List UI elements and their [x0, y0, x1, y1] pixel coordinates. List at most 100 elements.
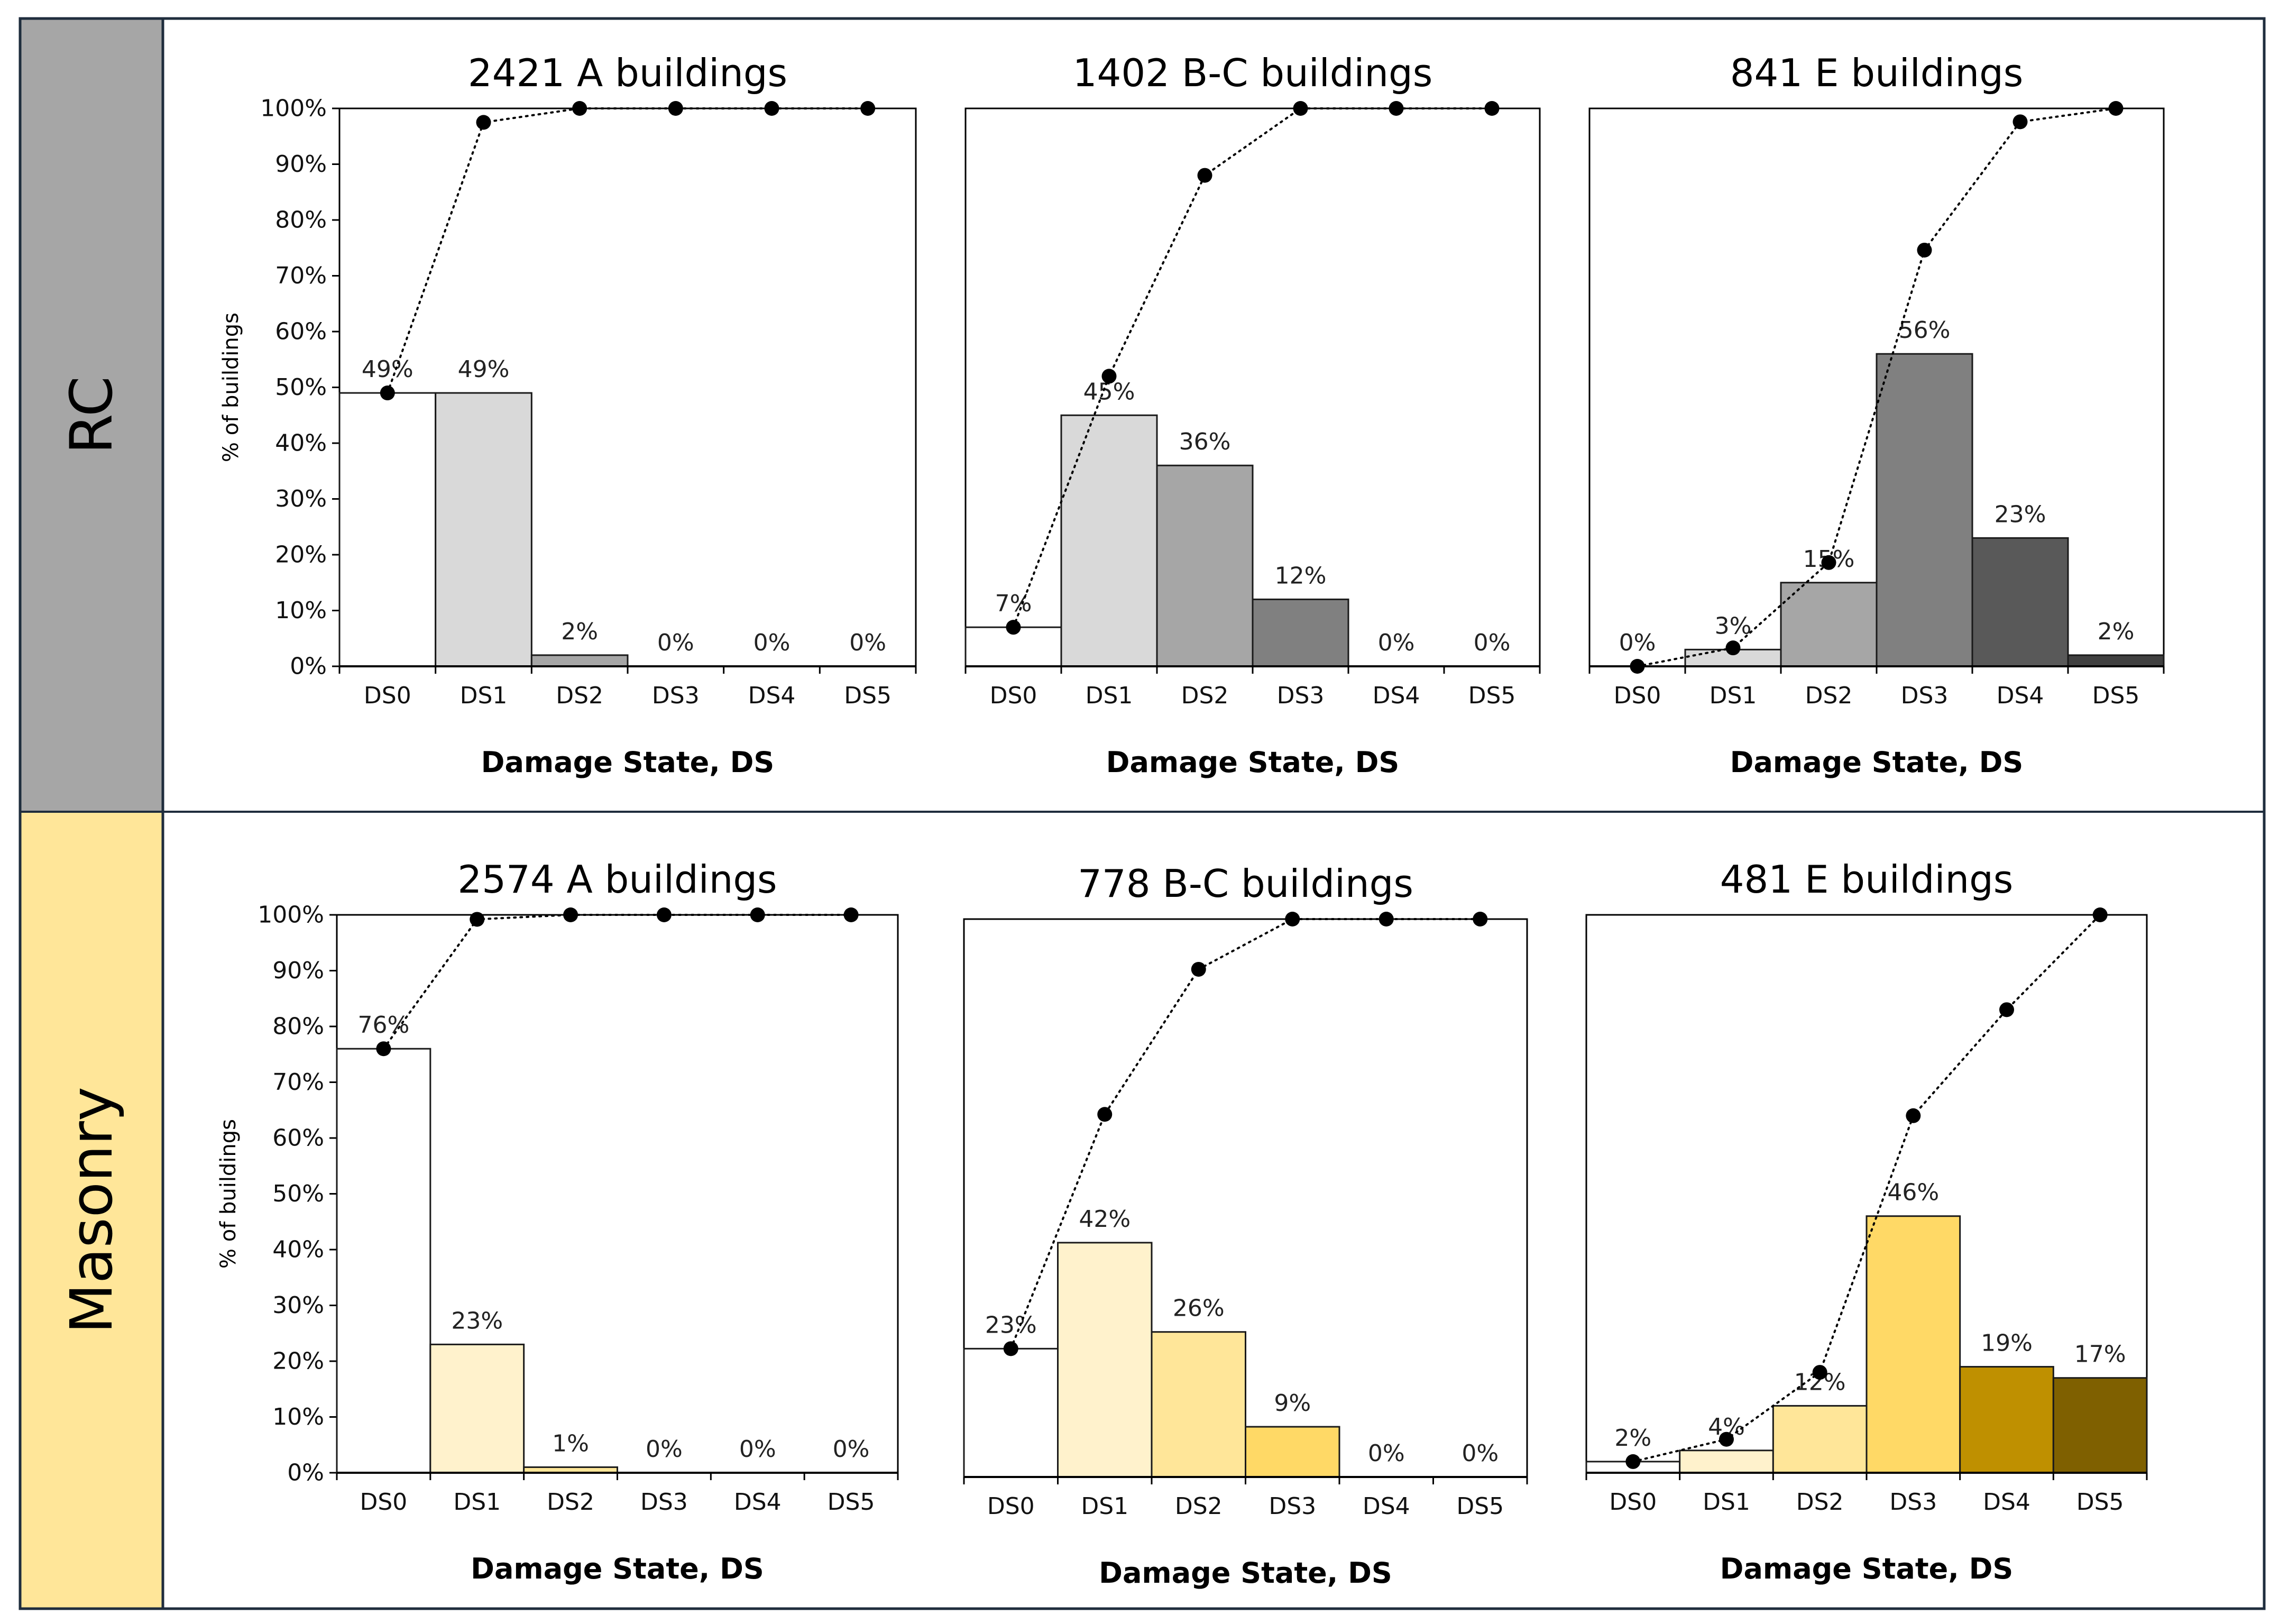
bar-ds4: [1959, 1366, 2054, 1474]
bar-ds5: [2052, 1377, 2148, 1474]
figure-layout: RC Masonry: [19, 17, 2266, 1610]
chart-title: 481 E buildings: [1720, 857, 2014, 902]
bar-ds0: [336, 1048, 431, 1474]
chart-title: 841 E buildings: [1730, 51, 2024, 95]
bar-value-label: 0%: [753, 629, 791, 656]
bar-ds0: [963, 1347, 1059, 1478]
x-category-label: DS3: [1889, 1489, 1937, 1516]
cumulative-point: [1197, 168, 1212, 183]
cumulative-point: [2012, 114, 2028, 130]
y-axis-title: % of buildings: [219, 313, 243, 462]
x-category-label: DS3: [1269, 1493, 1316, 1520]
bar-value-label: 19%: [1981, 1330, 2033, 1357]
bar-ds3: [1245, 1426, 1340, 1478]
bar-value-label: 49%: [458, 356, 510, 383]
bar-value-label: 2%: [561, 618, 598, 645]
cumulative-point: [1812, 1365, 1827, 1380]
cumulative-point: [764, 101, 779, 116]
x-category-label: DS2: [1796, 1489, 1844, 1516]
x-category-label: DS3: [652, 682, 700, 709]
bar-value-label: 7%: [995, 590, 1032, 617]
cumulative-point: [1006, 620, 1021, 635]
y-tick-label: 100%: [258, 902, 324, 929]
bar-value-label: 0%: [739, 1436, 776, 1463]
cumulative-point: [1725, 640, 1741, 656]
x-category-label: DS4: [1373, 682, 1420, 709]
bar-value-label: 0%: [657, 629, 694, 656]
y-tick-label: 10%: [275, 597, 327, 624]
bar-value-label: 12%: [1275, 562, 1327, 589]
bar-value-label: 0%: [646, 1436, 683, 1463]
bar-value-label: 0%: [1378, 629, 1415, 656]
x-category-label: DS0: [360, 1489, 408, 1516]
cumulative-point: [1097, 1107, 1113, 1122]
y-tick-label: 10%: [272, 1403, 324, 1430]
x-category-label: DS4: [1363, 1493, 1410, 1520]
bar-value-label: 0%: [833, 1436, 870, 1463]
y-tick-label: 40%: [272, 1236, 324, 1263]
bar-value-label: 0%: [849, 629, 886, 656]
bar-ds5: [2067, 654, 2165, 667]
cumulative-point: [2108, 101, 2124, 116]
x-category-label: DS1: [460, 682, 508, 709]
y-tick-label: 70%: [275, 262, 327, 289]
bar-value-label: 3%: [1715, 612, 1752, 639]
cumulative-point: [1719, 1432, 1734, 1447]
bar-ds3: [1252, 598, 1349, 667]
x-category-label: DS1: [453, 1489, 501, 1516]
x-category-label: DS4: [748, 682, 796, 709]
y-tick-label: 70%: [272, 1069, 324, 1096]
x-category-label: DS3: [1901, 682, 1949, 709]
y-tick-label: 50%: [275, 374, 327, 401]
bar-ds3: [1876, 353, 1973, 667]
bar-value-label: 9%: [1274, 1390, 1311, 1417]
x-axis-title: Damage State, DS: [481, 746, 775, 779]
chart-panel-5: 778 B-C buildings 23% DS0 42% DS1 26% DS2 9% DS3…: [963, 861, 1528, 1590]
cumulative-point: [1625, 1454, 1641, 1469]
x-category-label: DS5: [2076, 1489, 2124, 1516]
chart-title: 2574 A buildings: [457, 857, 777, 902]
bar-value-label: 23%: [1995, 501, 2046, 528]
cumulative-point: [750, 907, 765, 922]
y-tick-label: 90%: [272, 957, 324, 984]
cumulative-point: [1473, 912, 1488, 926]
bar-value-label: 1%: [552, 1430, 589, 1457]
bar-value-label: 26%: [1173, 1295, 1225, 1322]
cumulative-point: [668, 101, 683, 116]
x-category-label: DS2: [556, 682, 603, 709]
cumulative-point: [572, 101, 587, 116]
x-category-label: DS0: [1609, 1489, 1657, 1516]
cumulative-point: [1285, 912, 1300, 926]
cumulative-point: [1630, 659, 1645, 674]
cumulative-point: [1379, 912, 1394, 926]
bar-value-label: 17%: [2074, 1341, 2126, 1368]
cumulative-line: [1012, 107, 1493, 629]
bar-ds2: [1156, 464, 1254, 667]
cumulative-point: [476, 115, 491, 130]
y-tick-label: 80%: [272, 1013, 324, 1040]
y-tick-label: 60%: [275, 318, 327, 345]
y-tick-label: 100%: [260, 95, 327, 122]
x-category-label: DS0: [1614, 682, 1661, 709]
bar-ds2: [1772, 1405, 1868, 1474]
x-category-label: DS3: [1277, 682, 1325, 709]
bar-value-label: 2%: [1614, 1425, 1651, 1452]
x-axis-title: Damage State, DS: [1106, 746, 1400, 779]
bar-ds2: [1780, 582, 1878, 667]
y-tick-label: 60%: [272, 1125, 324, 1152]
bar-value-label: 42%: [1079, 1206, 1131, 1233]
y-tick-label: 0%: [290, 653, 327, 680]
chart-title: 778 B-C buildings: [1078, 861, 1413, 906]
bar-ds0: [338, 392, 437, 667]
bar-ds3: [1866, 1215, 1961, 1474]
y-tick-label: 50%: [272, 1180, 324, 1207]
cumulative-line: [382, 914, 852, 1050]
x-axis-title: Damage State, DS: [1730, 746, 2024, 779]
chart-panel-4: 2574 A buildings 0% 10% 20% 30% 40% 50% 60% 70% 8…: [216, 857, 899, 1585]
x-category-label: DS5: [844, 682, 892, 709]
bar-value-label: 0%: [1368, 1440, 1405, 1467]
x-axis-title: Damage State, DS: [471, 1552, 764, 1585]
bar-value-label: 23%: [985, 1311, 1037, 1338]
bar-value-label: 0%: [1462, 1440, 1499, 1467]
x-category-label: DS1: [1086, 682, 1133, 709]
